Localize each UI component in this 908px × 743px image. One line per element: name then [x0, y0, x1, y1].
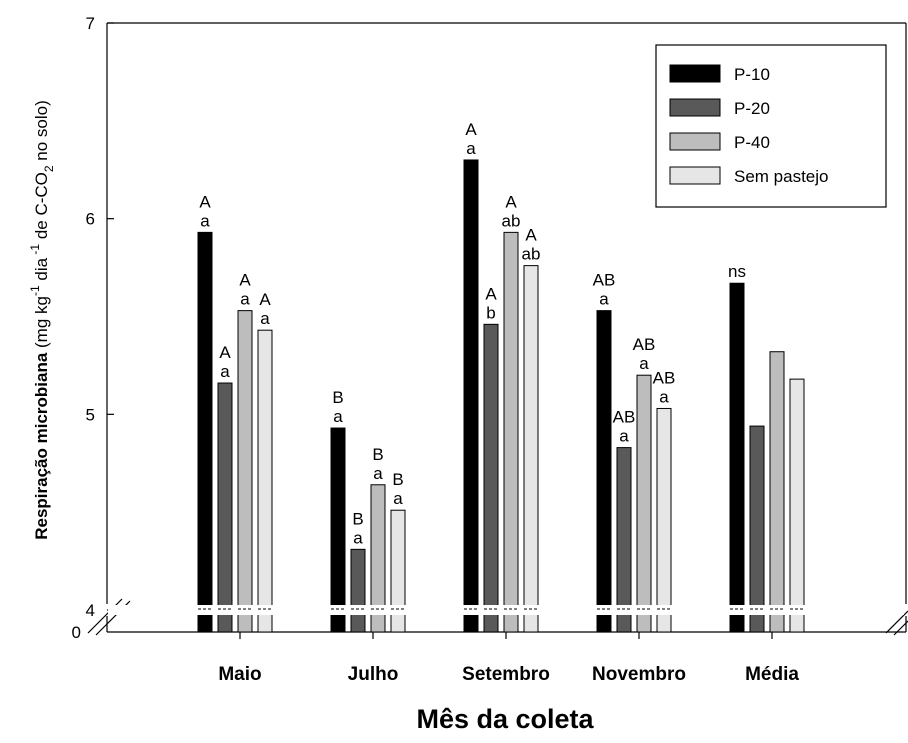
significance-letter: b [486, 303, 495, 322]
significance-letter: a [240, 290, 250, 309]
bar [769, 351, 785, 633]
bar [729, 282, 745, 633]
significance-letter: a [353, 528, 363, 547]
y-axis-label-sup: -1 [28, 285, 42, 296]
bar [656, 407, 672, 633]
bar [749, 425, 765, 633]
x-tick-label: Setembro [462, 664, 550, 685]
significance-letter: a [659, 387, 669, 406]
bar [330, 427, 346, 633]
significance-letter: a [466, 139, 476, 158]
legend-label: P-40 [734, 133, 770, 152]
significance-letter: a [393, 489, 403, 508]
bar [370, 484, 386, 633]
significance-letter: A [239, 271, 251, 290]
y-axis: 4 5 6 7 0 [72, 14, 131, 642]
significance-letter: A [505, 192, 517, 211]
significance-letter: ns [728, 262, 746, 281]
bar [390, 509, 406, 633]
significance-letter: a [639, 354, 649, 373]
y-tick-label: 5 [86, 405, 95, 424]
bar [257, 329, 273, 633]
bar [636, 374, 652, 633]
significance-letter: A [259, 290, 271, 309]
bar [596, 310, 612, 633]
y-axis-label-part: de C-CO [32, 172, 51, 244]
bar [463, 159, 479, 633]
x-axis: Maio Julho Setembro Novembro Média [107, 631, 906, 685]
legend-label: P-10 [734, 65, 770, 84]
x-tick-label: Maio [218, 664, 261, 685]
bar [616, 447, 632, 633]
y-axis-label-part: no solo) [32, 100, 51, 165]
plot-area [107, 22, 908, 636]
bar [237, 310, 253, 633]
significance-letter: ab [502, 211, 521, 230]
bar [350, 548, 366, 633]
significance-letter: a [599, 290, 609, 309]
axis-break-band [108, 605, 904, 615]
significance-letter: AB [653, 368, 676, 387]
bar [789, 378, 805, 633]
y-axis-label: Respiração microbiana (mg kg-1 dia -1 de… [28, 100, 56, 540]
significance-letter: A [525, 226, 537, 245]
significance-letter: a [220, 362, 230, 381]
significance-letter: a [373, 464, 383, 483]
significance-letter: ab [522, 245, 541, 264]
y-tick-label: 4 [86, 601, 95, 620]
significance-letter: B [372, 445, 383, 464]
axis-break-mark [893, 620, 908, 636]
significance-letter: a [260, 309, 270, 328]
x-axis-label: Mês da coleta [416, 704, 594, 734]
x-tick-label: Novembro [592, 664, 686, 685]
y-tick-label: 7 [86, 14, 95, 33]
significance-letter: a [619, 427, 629, 446]
axis-break-mark [87, 598, 123, 634]
significance-letter: B [332, 388, 343, 407]
legend-swatch [669, 166, 721, 185]
bar [197, 231, 213, 633]
significance-letter: a [200, 211, 210, 230]
y-axis-label-sub: 2 [42, 165, 56, 172]
x-tick-label: Julho [348, 664, 399, 685]
legend-swatch [669, 64, 721, 83]
y-axis-label-sup: -1 [28, 244, 42, 258]
bar [503, 231, 519, 633]
legend-swatch [669, 132, 721, 151]
bar [217, 382, 233, 633]
axis-break-mark [885, 610, 908, 634]
significance-letter: A [199, 192, 211, 211]
bar [523, 265, 539, 633]
significance-letter: AB [613, 408, 636, 427]
y-tick-label: 6 [86, 210, 95, 229]
significance-letter: AB [633, 335, 656, 354]
y-axis-label-part: dia [32, 257, 51, 285]
significance-letter: B [352, 509, 363, 528]
y-axis-label-main: Respiração microbiana [32, 352, 51, 540]
significance-letter: a [333, 407, 343, 426]
y-axis-label-part: (mg kg [32, 296, 51, 353]
significance-letter: B [392, 470, 403, 489]
legend-label: P-20 [734, 99, 770, 118]
bar [483, 323, 499, 633]
legend-label: Sem pastejo [734, 167, 829, 186]
x-tick-label: Média [745, 664, 799, 685]
bars [108, 159, 904, 633]
legend: P-10 P-20 P-40 Sem pastejo [655, 44, 887, 208]
significance-letter: A [219, 343, 231, 362]
significance-letter: A [465, 120, 477, 139]
y-tick-label-zero: 0 [72, 623, 81, 642]
significance-letter: A [485, 284, 497, 303]
significance-letter: AB [593, 271, 616, 290]
legend-swatch [669, 98, 721, 117]
